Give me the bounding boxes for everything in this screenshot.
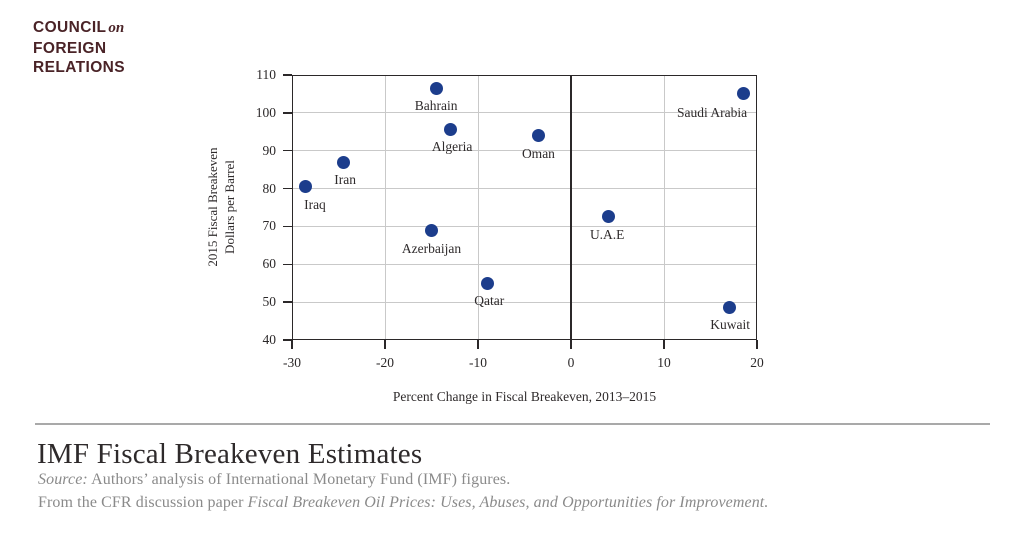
- gridline-horizontal-100: [292, 112, 757, 114]
- x-axis-title: Percent Change in Fiscal Breakeven, 2013…: [392, 389, 657, 404]
- citation-prefix: From the CFR discussion paper: [38, 494, 248, 511]
- logo-council: COUNCIL: [33, 19, 107, 36]
- logo-line-3: RELATIONS: [33, 59, 126, 76]
- x-axis-tick-10: [663, 340, 665, 349]
- y-axis-tick-label-110: 110: [256, 67, 276, 82]
- source-label: Source:: [38, 471, 88, 488]
- y-axis-tick-100: [283, 112, 292, 114]
- x-axis-tick-20: [756, 340, 758, 349]
- y-axis-tick-40: [283, 339, 292, 341]
- scatter-plot: 40 50 60 70 80 90 100 110 -30 -20 -10 0 10 20 Iraq Iran…: [256, 67, 764, 370]
- data-point-bahrain: [429, 81, 443, 95]
- x-axis-tick-label--10: -10: [469, 355, 487, 370]
- gridline-horizontal-90: [292, 150, 757, 152]
- data-point-oman: [531, 129, 545, 143]
- figure-title: IMF Fiscal Breakeven Estimates: [37, 438, 423, 470]
- y-axis-tick-label-90: 90: [262, 142, 277, 158]
- x-axis-tick-label--30: -30: [283, 355, 301, 370]
- data-point-kuwait: [722, 301, 736, 315]
- logo-line-2: FOREIGN: [33, 39, 107, 57]
- point-label-azerbaijan: Azerbaijan: [401, 240, 462, 256]
- gridline-vertical-10: [663, 75, 665, 340]
- gridline-vertical--20: [384, 75, 386, 340]
- data-point-saudi-arabia: [736, 87, 750, 101]
- point-label-iraq: Iraq: [304, 197, 326, 213]
- gridline-vertical--10: [477, 75, 479, 340]
- point-label-kuwait: Kuwait: [710, 317, 750, 333]
- point-label-iran: Iran: [334, 171, 357, 187]
- gridline-horizontal-60: [292, 263, 757, 265]
- y-axis-title-line1: 2015 Fiscal Breakeven: [205, 147, 220, 267]
- cfr-logo: COUNCIL on FOREIGN RELATIONS: [33, 18, 125, 78]
- y-axis-tick-90: [283, 149, 292, 152]
- x-axis-tick-label--20: -20: [376, 355, 394, 370]
- source-line: Source: Authors’ analysis of Internation…: [38, 471, 510, 489]
- point-label-qatar: Qatar: [474, 292, 505, 308]
- data-point-u-a-e: [601, 210, 615, 224]
- data-point-iraq: [299, 180, 313, 194]
- logo-line-1: COUNCIL on: [33, 18, 125, 39]
- gridline-horizontal-80: [292, 188, 757, 190]
- x-axis-tick-label-0: 0: [567, 355, 575, 370]
- x-axis-tick--10: [477, 340, 479, 349]
- y-axis-tick-80: [283, 187, 292, 190]
- y-axis-tick-label-50: 50: [262, 294, 277, 310]
- zero-axis-line: [570, 75, 572, 340]
- y-axis-tick-60: [283, 263, 292, 266]
- x-axis-tick-label-10: 10: [657, 355, 671, 370]
- y-axis-tick-label-70: 70: [262, 218, 277, 234]
- citation-paper-title: Fiscal Breakeven Oil Prices: Uses, Abuse…: [247, 494, 769, 511]
- footer-divider: [35, 423, 990, 425]
- gridline-horizontal-70: [292, 225, 757, 227]
- gridline-horizontal-50: [292, 301, 757, 303]
- y-axis-tick-label-100: 100: [255, 104, 276, 120]
- point-label-saudi-arabia: Saudi Arabia: [676, 105, 748, 121]
- logo-on: on: [108, 20, 125, 36]
- y-axis-tick-label-40: 40: [262, 332, 277, 347]
- data-point-algeria: [443, 123, 457, 137]
- x-axis-tick--30: [291, 340, 293, 349]
- point-label-bahrain: Bahrain: [414, 97, 458, 113]
- data-point-iran: [336, 155, 350, 169]
- x-axis-tick--20: [384, 340, 386, 349]
- point-label-algeria: Algeria: [431, 139, 473, 155]
- y-axis-title: 2015 Fiscal Breakeven Dollars per Barrel: [204, 117, 238, 297]
- y-axis-tick-50: [283, 301, 292, 303]
- y-axis-tick-label-80: 80: [262, 180, 277, 196]
- citation-line: From the CFR discussion paper Fiscal Bre…: [38, 494, 768, 512]
- data-point-qatar: [480, 276, 494, 290]
- point-label-u-a-e: U.A.E: [589, 227, 625, 243]
- point-label-oman: Oman: [521, 146, 555, 162]
- x-axis-tick-0: [570, 340, 572, 349]
- x-axis-tick-label-20: 20: [750, 355, 764, 370]
- source-text: Authors’ analysis of International Monet…: [87, 471, 511, 488]
- y-axis-tick-label-60: 60: [262, 256, 277, 272]
- data-point-azerbaijan: [425, 223, 438, 237]
- y-axis-tick-70: [283, 225, 292, 228]
- y-axis-tick-110: [283, 74, 292, 76]
